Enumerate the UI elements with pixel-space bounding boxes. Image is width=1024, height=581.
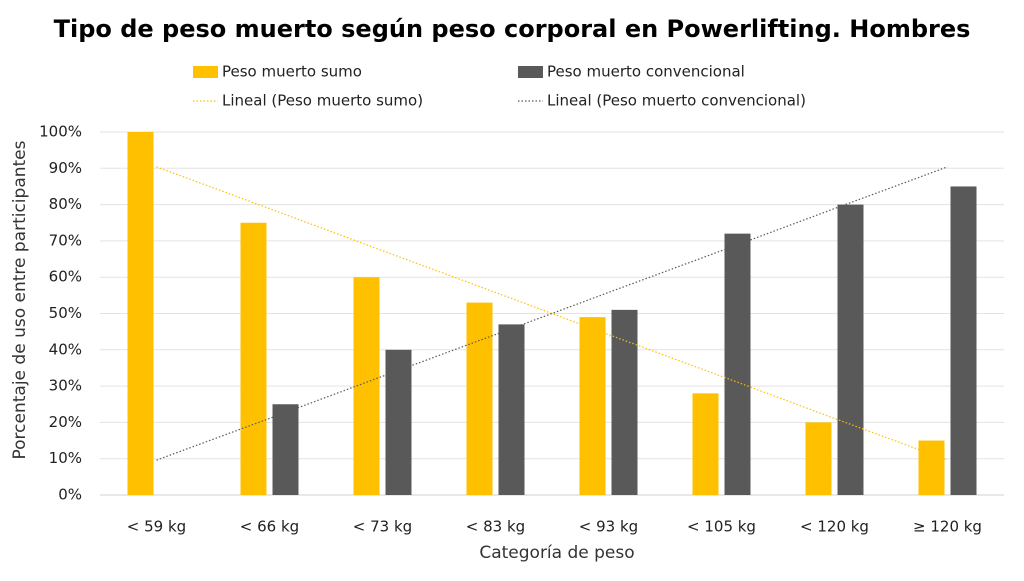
- y-tick-label: 90%: [49, 159, 82, 177]
- bar: [611, 309, 638, 495]
- legend-label: Peso muerto sumo: [222, 63, 362, 81]
- y-tick-label: 20%: [49, 413, 82, 431]
- x-axis-title: Categoría de peso: [479, 543, 634, 563]
- legend-swatch: [193, 66, 218, 78]
- trend-line: [156, 166, 948, 461]
- x-tick-label: < 66 kg: [240, 518, 299, 536]
- y-tick-label: 10%: [49, 449, 82, 467]
- x-tick-label: < 105 kg: [687, 518, 756, 536]
- bar: [579, 317, 606, 495]
- trend-line: [156, 166, 948, 461]
- bar: [466, 302, 493, 495]
- legend-swatch: [518, 66, 543, 78]
- legend-label: Lineal (Peso muerto sumo): [222, 92, 423, 110]
- bar: [692, 393, 719, 495]
- y-tick-label: 60%: [49, 268, 82, 286]
- y-tick-label: 70%: [49, 231, 82, 249]
- bar: [837, 204, 864, 495]
- y-tick-label: 0%: [58, 486, 82, 504]
- bar: [385, 349, 412, 495]
- bar: [805, 422, 832, 495]
- bar: [240, 222, 267, 495]
- bar: [724, 233, 751, 495]
- y-tick-label: 80%: [49, 195, 82, 213]
- bar: [918, 440, 945, 495]
- y-tick-label: 40%: [49, 340, 82, 358]
- y-tick-label: 30%: [49, 377, 82, 395]
- x-tick-label: < 73 kg: [353, 518, 412, 536]
- bar: [272, 404, 299, 495]
- x-tick-label: < 83 kg: [466, 518, 525, 536]
- legend-label: Peso muerto convencional: [547, 63, 745, 81]
- chart-title: Tipo de peso muerto según peso corporal …: [54, 15, 971, 43]
- y-tick-label: 100%: [39, 123, 82, 141]
- bar: [498, 324, 525, 495]
- bar: [127, 132, 154, 495]
- x-tick-label: < 120 kg: [800, 518, 869, 536]
- bar: [950, 186, 977, 495]
- x-tick-label: < 59 kg: [127, 518, 186, 536]
- y-axis-title: Porcentaje de uso entre participantes: [10, 140, 30, 459]
- legend-label: Lineal (Peso muerto convencional): [547, 92, 806, 110]
- x-tick-label: ≥ 120 kg: [913, 518, 982, 536]
- x-tick-label: < 93 kg: [579, 518, 638, 536]
- y-tick-label: 50%: [49, 304, 82, 322]
